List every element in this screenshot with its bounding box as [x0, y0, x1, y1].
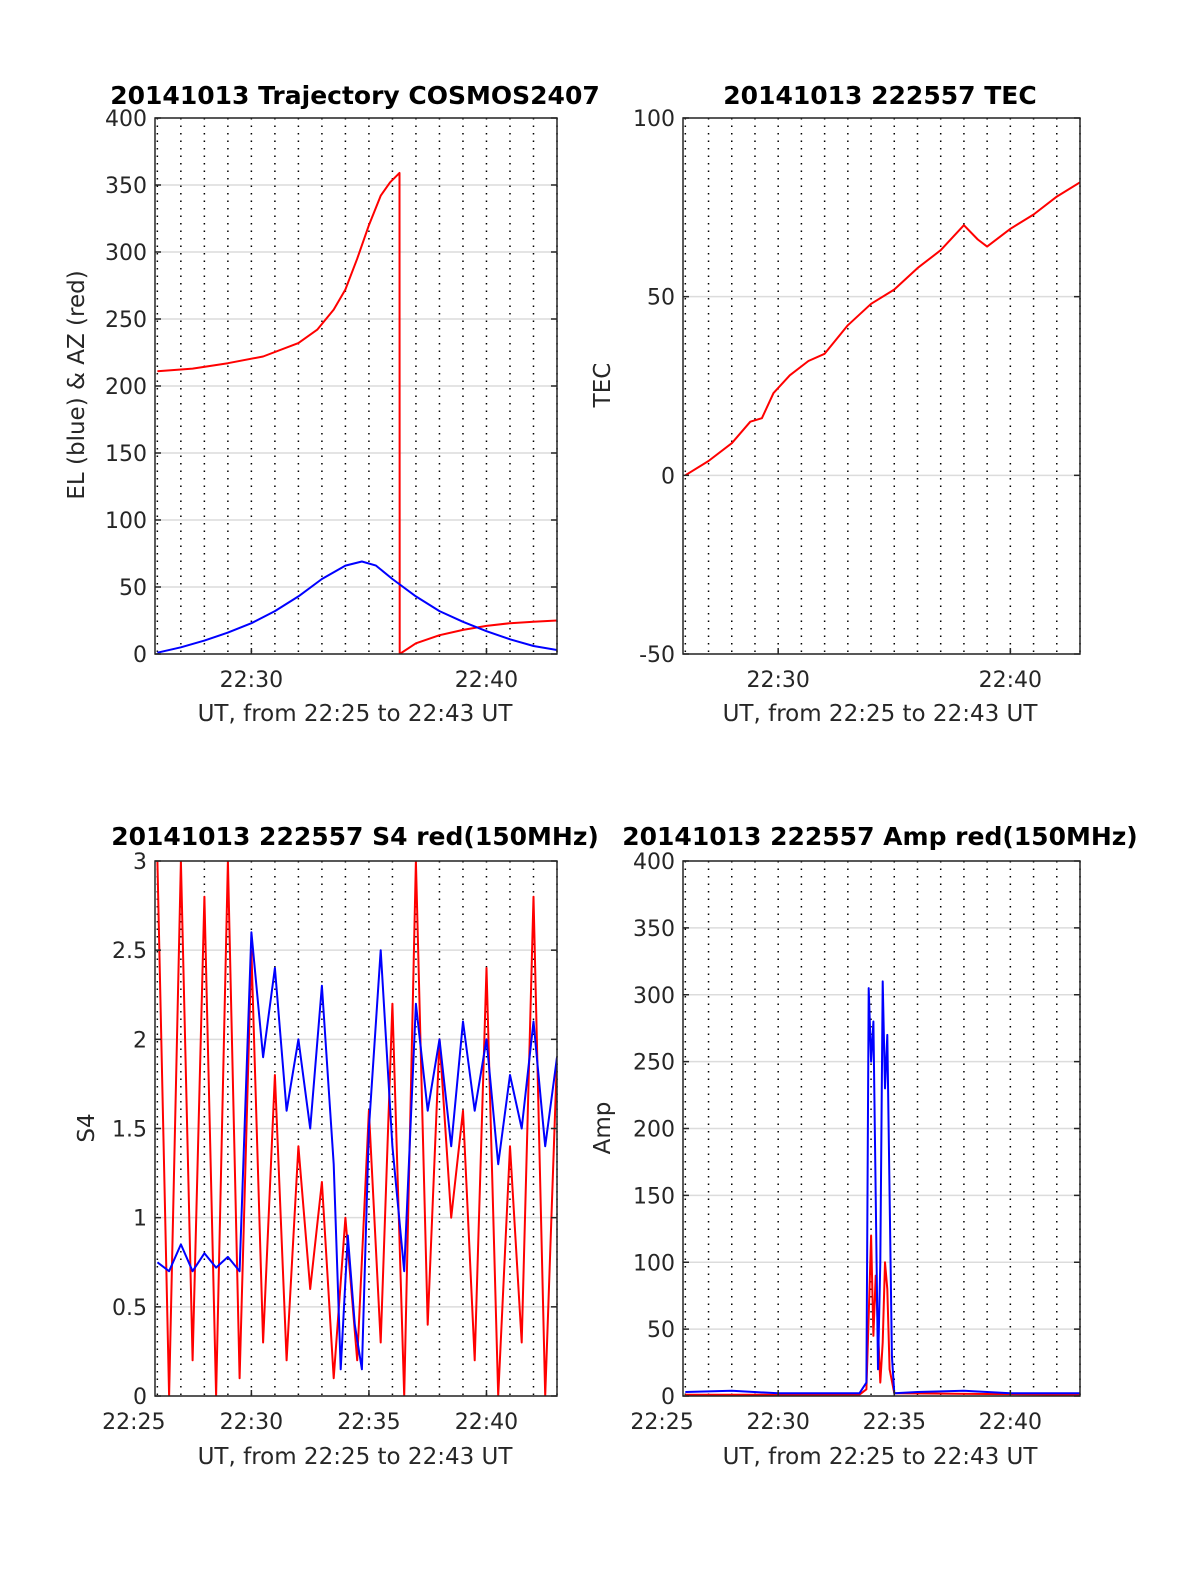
- y-tick-label: 0.5: [112, 1296, 147, 1321]
- panel-s4: 20141013 222557 S4 red(150MHz) S4 UT, fr…: [74, 822, 599, 1470]
- x-axis-label: UT, from 22:25 to 22:43 UT: [198, 701, 514, 727]
- x-tick-label: 22:25: [630, 1410, 693, 1435]
- y-tick-label: 150: [105, 442, 147, 467]
- y-axis-label: TEC: [590, 363, 616, 409]
- panel-amp: 20141013 222557 Amp red(150MHz) Amp UT, …: [590, 822, 1138, 1470]
- x-tick-label: 22:40: [979, 668, 1042, 693]
- x-tick-label: 22:30: [220, 668, 283, 693]
- y-tick-label: 100: [633, 1251, 675, 1276]
- y-tick-label: 400: [105, 107, 147, 132]
- x-tick-label: 22:40: [455, 1410, 518, 1435]
- plot-area-amp: 0 50 100 150 200 250 300 350 400 22:25 22:30 22:35 2…: [630, 850, 1081, 1435]
- y-tick-label: 150: [633, 1184, 675, 1209]
- plot-area-tec: -50 0 50 100 22:30 22:40: [633, 107, 1081, 693]
- series-line-1: [685, 980, 1080, 1395]
- panel-tec: 20141013 222557 TEC TEC UT, from 22:25 t…: [590, 81, 1081, 727]
- y-tick-label: 250: [105, 308, 147, 333]
- y-tick-label: 350: [633, 917, 675, 942]
- y-tick-label: 0: [133, 1385, 147, 1410]
- y-tick-label: 300: [633, 984, 675, 1009]
- y-tick-label: 50: [119, 576, 147, 601]
- panel-trajectory: 20141013 Trajectory COSMOS2407 EL (blue)…: [64, 81, 600, 727]
- x-axis-label: UT, from 22:25 to 22:43 UT: [723, 701, 1039, 727]
- x-tick-label: 22:30: [746, 668, 809, 693]
- x-tick-label: 22:25: [102, 1410, 165, 1435]
- y-tick-label: 1.5: [112, 1118, 147, 1143]
- y-axis-label: S4: [74, 1113, 100, 1142]
- chart-title: 20141013 Trajectory COSMOS2407: [110, 81, 600, 110]
- y-tick-label: 400: [633, 850, 675, 875]
- y-tick-label: 50: [647, 1318, 675, 1343]
- x-tick-label: 22:30: [220, 1410, 283, 1435]
- series-line-0: [685, 1234, 1080, 1396]
- y-tick-label: 100: [105, 509, 147, 534]
- plot-area-trajectory: 0 50 100 150 200 250 300 350 400 22:30 22:40: [105, 107, 558, 693]
- y-tick-label: 0: [133, 643, 147, 668]
- axes-box: [682, 117, 1081, 655]
- series-line-1: [157, 560, 557, 654]
- y-tick-label: 2: [133, 1028, 147, 1053]
- y-tick-label: 300: [105, 241, 147, 266]
- y-tick-label: 2.5: [112, 939, 147, 964]
- x-tick-label: 22:40: [979, 1410, 1042, 1435]
- y-tick-label: -50: [639, 643, 675, 668]
- series-line-0: [157, 171, 557, 654]
- series-line-1: [156, 931, 557, 1371]
- y-axis-label: Amp: [590, 1102, 616, 1155]
- y-tick-label: 250: [633, 1051, 675, 1076]
- y-tick-label: 0: [661, 464, 675, 489]
- y-tick-label: 3: [133, 850, 147, 875]
- y-tick-label: 100: [633, 107, 675, 132]
- y-tick-label: 0: [661, 1385, 675, 1410]
- series-line-0: [156, 861, 557, 1396]
- y-tick-label: 1: [133, 1207, 147, 1232]
- x-tick-label: 22:35: [863, 1410, 926, 1435]
- y-axis-label: EL (blue) & AZ (red): [64, 270, 90, 499]
- y-tick-label: 50: [647, 286, 675, 311]
- chart-title: 20141013 222557 TEC: [723, 81, 1036, 110]
- y-tick-label: 350: [105, 174, 147, 199]
- x-tick-label: 22:35: [337, 1410, 400, 1435]
- chart-title: 20141013 222557 Amp red(150MHz): [622, 822, 1138, 851]
- plot-area-s4: 0 0.5 1 1.5 2 2.5 3 22:25 22:30 22:35 22:40: [102, 850, 558, 1435]
- y-tick-label: 200: [633, 1118, 675, 1143]
- chart-title: 20141013 222557 S4 red(150MHz): [111, 822, 599, 851]
- x-tick-label: 22:40: [455, 668, 518, 693]
- x-axis-label: UT, from 22:25 to 22:43 UT: [723, 1444, 1039, 1470]
- x-axis-label: UT, from 22:25 to 22:43 UT: [198, 1444, 514, 1470]
- x-tick-label: 22:30: [746, 1410, 809, 1435]
- series-line-0: [684, 181, 1080, 477]
- y-tick-label: 200: [105, 375, 147, 400]
